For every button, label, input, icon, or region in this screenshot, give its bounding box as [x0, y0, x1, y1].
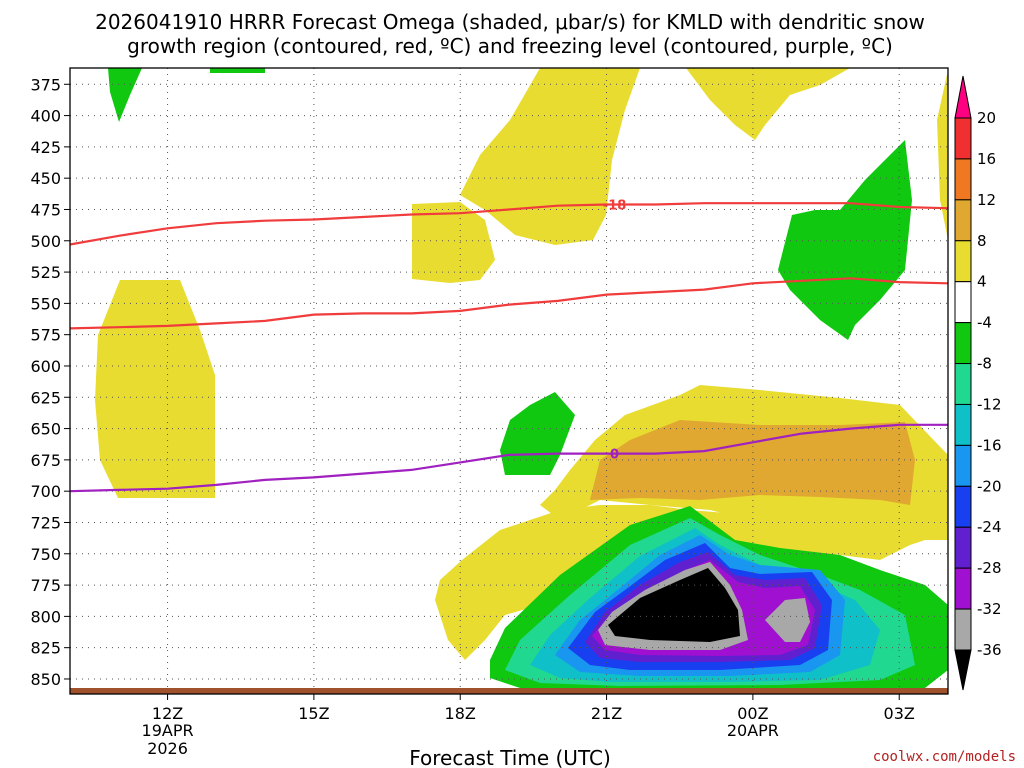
y-tick-label: 550 [30, 294, 61, 313]
y-tick-label: 700 [30, 482, 61, 501]
ground-strip [70, 688, 948, 694]
y-tick-label: 850 [30, 670, 61, 689]
omega-region-yellow-right-edge [937, 70, 948, 240]
y-tick-label: 375 [30, 75, 61, 94]
y-tick-label: 725 [30, 513, 61, 532]
omega-region-yellow-upper-left [412, 202, 495, 283]
colorbar-label: 16 [977, 150, 996, 168]
colorbar-segment [954, 158, 972, 201]
colorbar-bottom-arrow [954, 649, 972, 691]
y-tick-label: 825 [30, 639, 61, 658]
plot-frame [69, 67, 949, 695]
colorbar-segment [954, 444, 972, 487]
colorbar-segment [954, 117, 972, 160]
colorbar-label: -16 [977, 436, 1002, 454]
colorbar-segment [954, 240, 972, 283]
colorbar-top-arrow [954, 75, 972, 119]
colorbar-label: 8 [977, 232, 987, 250]
y-tick-label: 625 [30, 388, 61, 407]
y-tick-label: 500 [30, 232, 61, 251]
colorbar-label: -20 [977, 477, 1002, 495]
y-axis: 375 400 425 450 475 500 525 550 575 600 625 650 675 7… [30, 75, 70, 689]
x-tick-label: 00Z [737, 704, 768, 723]
plot-area: -18 0 [69, 67, 949, 695]
colorbar-label: -36 [977, 641, 1002, 659]
contour-label: 0 [610, 448, 619, 463]
credit-text: coolwx.com/models [873, 749, 1016, 765]
x-tick-date: 20APR [727, 721, 779, 740]
x-tick-label: 21Z [591, 704, 622, 723]
contour-line-2 [69, 423, 948, 493]
y-tick-label: 750 [30, 545, 61, 564]
x-tick-label: 18Z [445, 704, 476, 723]
y-tick-label: 475 [30, 200, 61, 219]
colorbar-segment [954, 567, 972, 610]
y-tick-label: 400 [30, 107, 61, 126]
omega-shading [95, 68, 948, 692]
y-tick-label: 775 [30, 576, 61, 595]
omega-region-green-top2 [210, 68, 265, 73]
y-tick-label: 650 [30, 420, 61, 439]
contour-line-0 [69, 202, 949, 246]
colorbar-segment [954, 608, 972, 651]
y-tick-label: 575 [30, 326, 61, 345]
y-tick-label: 425 [30, 138, 61, 157]
omega-region-green-top [108, 68, 142, 122]
colorbar-label: -12 [977, 395, 1002, 413]
colorbar-segment [954, 363, 972, 405]
colorbar: 20 16 12 8 4 -4 -8 -12 -16 -20 -24 -28 -32 -36 [954, 75, 1002, 691]
x-tick-label: 12Z [152, 704, 183, 723]
colorbar-label: -28 [977, 559, 1002, 577]
colorbar-label: -32 [977, 600, 1002, 618]
y-tick-label: 525 [30, 263, 61, 282]
colorbar-segment [954, 526, 972, 569]
omega-region-yellow-top-right [686, 68, 850, 140]
colorbar-label: 4 [977, 273, 987, 291]
colorbar-segment [954, 281, 972, 324]
x-tick-date: 19APR [142, 721, 194, 740]
omega-region-gray-small [765, 598, 810, 642]
x-axis-label: Forecast Time (UTC) [409, 746, 611, 768]
x-tick-year: 2026 [147, 739, 188, 758]
colorbar-label: 20 [977, 109, 996, 127]
y-tick-label: 600 [30, 357, 61, 376]
colorbar-label: -24 [977, 518, 1002, 536]
y-tick-label: 675 [30, 451, 61, 470]
colorbar-segment [954, 322, 972, 365]
colorbar-label: -8 [977, 355, 992, 373]
contour-lines: -18 0 [69, 198, 949, 493]
contour-line-1 [69, 277, 949, 330]
colorbar-segment [954, 199, 972, 242]
x-tick-label: 15Z [298, 704, 329, 723]
y-tick-label: 450 [30, 169, 61, 188]
chart-title-line1: 2026041910 HRRR Forecast Omega (shaded, … [95, 10, 925, 34]
omega-region-black [608, 568, 740, 642]
contour-label: -18 [603, 198, 627, 213]
colorbar-segment [954, 403, 972, 446]
x-tick-label: 03Z [884, 704, 915, 723]
colorbar-label: 12 [977, 191, 996, 209]
omega-region-green-right [778, 140, 912, 340]
omega-region-orange [590, 420, 915, 505]
colorbar-label: -4 [977, 314, 992, 332]
colorbar-segment [954, 485, 972, 528]
y-tick-label: 800 [30, 607, 61, 626]
chart-title-line2: growth region (contoured, red, ºC) and f… [127, 34, 893, 58]
omega-region-yellow-upper [460, 68, 640, 245]
